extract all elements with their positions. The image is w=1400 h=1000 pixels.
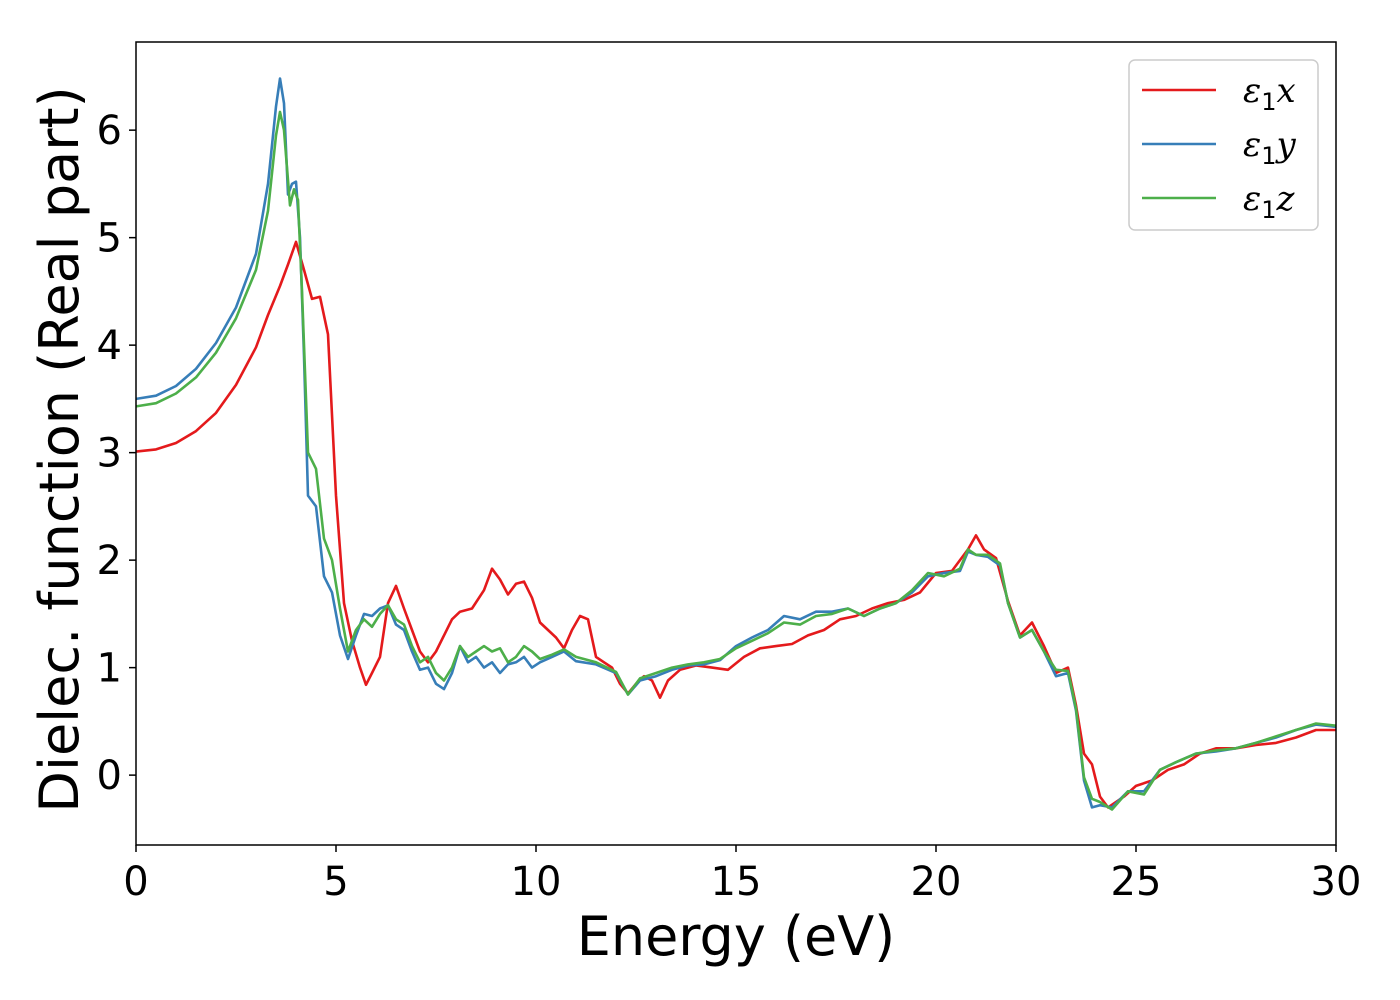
series-line-x [136,240,1336,809]
legend-label: ε1y [1243,125,1297,170]
legend-box [1128,59,1319,231]
series-lines [136,77,1336,811]
y-tick-label: 1 [97,646,122,692]
x-tick-label: 15 [711,859,762,905]
x-tick-label: 20 [911,859,962,905]
y-tick-label: 2 [97,538,122,584]
x-tick-label: 0 [123,859,148,905]
x-tick-label: 5 [323,859,348,905]
y-tick-label: 3 [97,431,122,477]
legend-label-base: ε [1243,125,1261,165]
legend-label: ε1x [1243,71,1296,116]
legend-label-subscript: 1 [1261,196,1276,224]
y-axis-ticks: 0 1 2 3 4 5 6 [97,108,136,799]
y-tick-label: 6 [97,108,122,154]
legend-label-base: ε [1243,179,1261,219]
x-tick-label: 30 [1311,859,1362,905]
x-tick-label: 10 [511,859,562,905]
legend-label-subscript: 1 [1261,142,1276,170]
y-tick-label: 0 [97,753,122,799]
legend-label-subscript: 1 [1261,88,1276,116]
legend-label-base: ε [1243,71,1261,111]
legend-label-tail: z [1276,179,1296,219]
legend-label-tail: y [1275,125,1297,165]
legend-label: ε1z [1243,179,1296,224]
x-tick-label: 25 [1111,859,1162,905]
legend-label-tail: x [1277,71,1296,111]
x-axis-label: Energy (eV) [577,905,896,968]
series-line-z [136,110,1336,811]
y-tick-label: 4 [97,323,122,369]
x-axis-ticks: 0 5 10 15 20 25 30 [123,845,1361,905]
y-tick-label: 5 [97,216,122,262]
y-axis-label: Dielec. function (Real part) [28,86,91,812]
